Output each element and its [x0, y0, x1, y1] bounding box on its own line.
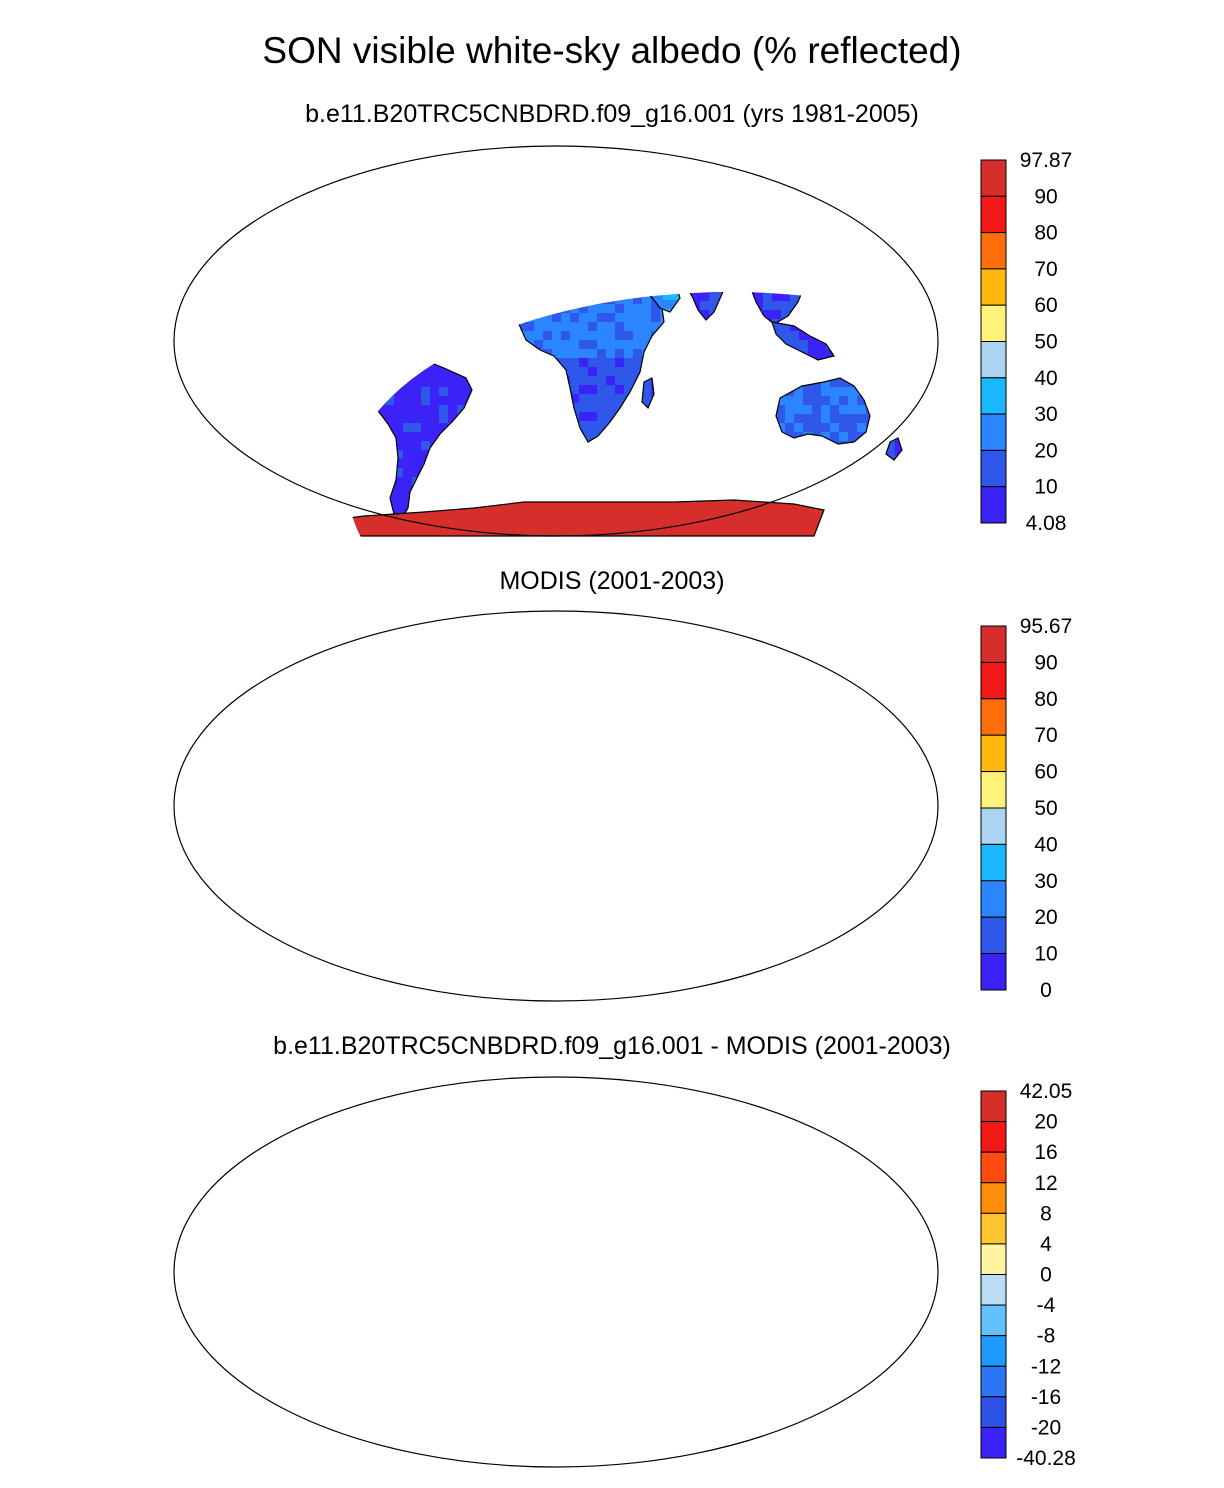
colorbar-swatch	[980, 916, 1007, 955]
colorbar-label: 16	[1034, 1141, 1057, 1164]
colorbar-modis: 95.67 90 80 70 60 50 40 30 20 10 0	[980, 615, 1073, 1002]
colorbar-swatch	[980, 843, 1007, 882]
colorbar-swatch	[980, 880, 1007, 918]
coastline-madagascar	[641, 377, 655, 410]
colorbar-label: 0	[1040, 979, 1052, 1002]
colorbar-label: 12	[1034, 1172, 1057, 1195]
colorbar-swatch	[980, 1121, 1007, 1153]
coastline-newZealand	[885, 437, 903, 461]
land-newZealand	[886, 438, 902, 460]
colorbar-label: -40.28	[1016, 1447, 1076, 1470]
land-newZealand	[886, 1369, 905, 1397]
colorbar-swatch	[980, 771, 1007, 809]
colorbar-swatch	[980, 449, 1007, 488]
colorbar-swatch	[980, 1243, 1007, 1275]
colorbar-label: 90	[1034, 651, 1057, 674]
colorbar-swatch	[980, 377, 1007, 415]
colorbar-swatch	[980, 1335, 1007, 1367]
colorbar-label: 8	[1040, 1202, 1052, 1225]
map-panel-modis	[173, 610, 939, 1002]
panel-title-modis: MODIS (2001-2003)	[499, 567, 725, 595]
coastline-southAmerica	[357, 341, 473, 519]
panel-title-model: b.e11.B20TRC5CNBDRD.f09_g16.001 (yrs 198…	[305, 100, 919, 128]
colorbar-swatch	[980, 807, 1007, 845]
colorbar-label: -20	[1031, 1416, 1061, 1439]
colorbar-swatch	[980, 268, 1007, 306]
colorbar-swatch	[980, 232, 1007, 270]
colorbar-label: 20	[1034, 906, 1057, 929]
colorbar-label: 70	[1034, 724, 1057, 747]
coastline-australia	[775, 377, 871, 445]
colorbar-swatch	[980, 1304, 1007, 1337]
colorbar-label: 80	[1034, 688, 1057, 711]
colorbar-swatch	[980, 1090, 1007, 1123]
colorbar-label: 0	[1040, 1264, 1052, 1287]
colorbar-swatch	[980, 1396, 1007, 1428]
main-title: SON visible white-sky albedo (% reflecte…	[262, 30, 962, 71]
colorbar-label: 80	[1034, 222, 1057, 245]
colorbar-swatch	[980, 413, 1007, 451]
colorbar-label: 10	[1034, 943, 1057, 966]
colorbar-label: -4	[1037, 1294, 1056, 1317]
coastline-newZealand	[886, 903, 902, 925]
colorbar-swatch	[980, 1151, 1007, 1184]
colorbar-label: 20	[1034, 1111, 1057, 1134]
colorbar-label: 40	[1034, 833, 1057, 856]
map-panel-model	[173, 145, 939, 537]
colorbar-label: -8	[1037, 1325, 1056, 1348]
colorbar-swatch	[980, 698, 1007, 736]
coastline-europeAsia	[555, 292, 840, 325]
colorbar-label: 70	[1034, 258, 1057, 281]
coastline-seAsia	[771, 321, 835, 361]
colorbar-label: 40	[1034, 367, 1057, 390]
colorbar-swatch	[980, 1365, 1007, 1398]
colorbar-swatch	[980, 341, 1007, 379]
colorbar-label: 30	[1034, 403, 1057, 426]
panel-title-difference: b.e11.B20TRC5CNBDRD.f09_g16.001 - MODIS …	[273, 1032, 951, 1060]
coastline-antarctica	[348, 499, 825, 537]
colorbar-label: 4.08	[1026, 512, 1067, 535]
colorbar-swatch	[980, 1212, 1007, 1245]
colorbar-swatch	[980, 1274, 1007, 1306]
colorbar-label: 97.87	[1020, 149, 1073, 172]
colorbar-label: 42.05	[1020, 1080, 1073, 1103]
colorbar-swatch	[980, 195, 1007, 234]
colorbar-label: 4	[1040, 1233, 1052, 1256]
coastline-newZealand	[886, 1369, 902, 1391]
colorbar-swatch	[980, 304, 1007, 343]
colorbar-label: 20	[1034, 439, 1057, 462]
colorbar-label: -16	[1031, 1386, 1061, 1409]
colorbar-swatch	[980, 734, 1007, 773]
colorbar-swatch	[980, 1182, 1007, 1214]
coastline-africa	[515, 292, 665, 443]
colorbar-label: 10	[1034, 476, 1057, 499]
colorbar-difference: 42.05 20 16 12 8 4 0 -4 -8 -12 -16 -20 -40.28	[980, 1080, 1076, 1470]
colorbar-label: 50	[1034, 797, 1057, 820]
colorbar-label: 60	[1034, 761, 1057, 784]
colorbar-label: -12	[1031, 1355, 1061, 1378]
colorbar-swatch	[980, 159, 1007, 197]
colorbar-swatch	[980, 625, 1007, 663]
colorbar-swatch	[980, 486, 1007, 524]
map-panel-difference	[173, 1076, 939, 1468]
colorbar-label: 95.67	[1020, 615, 1073, 638]
colorbar-label: 30	[1034, 870, 1057, 893]
colorbar-swatch	[980, 1426, 1007, 1459]
colorbar-label: 60	[1034, 294, 1057, 317]
colorbar-swatch	[980, 661, 1007, 700]
colorbar-swatch	[980, 953, 1007, 991]
land-newZealand	[886, 903, 905, 931]
colorbar-label: 50	[1034, 331, 1057, 354]
colorbar-model: 97.87 90 80 70 60 50 40 30 20 10 4.08	[980, 149, 1073, 535]
colorbar-label: 90	[1034, 185, 1057, 208]
